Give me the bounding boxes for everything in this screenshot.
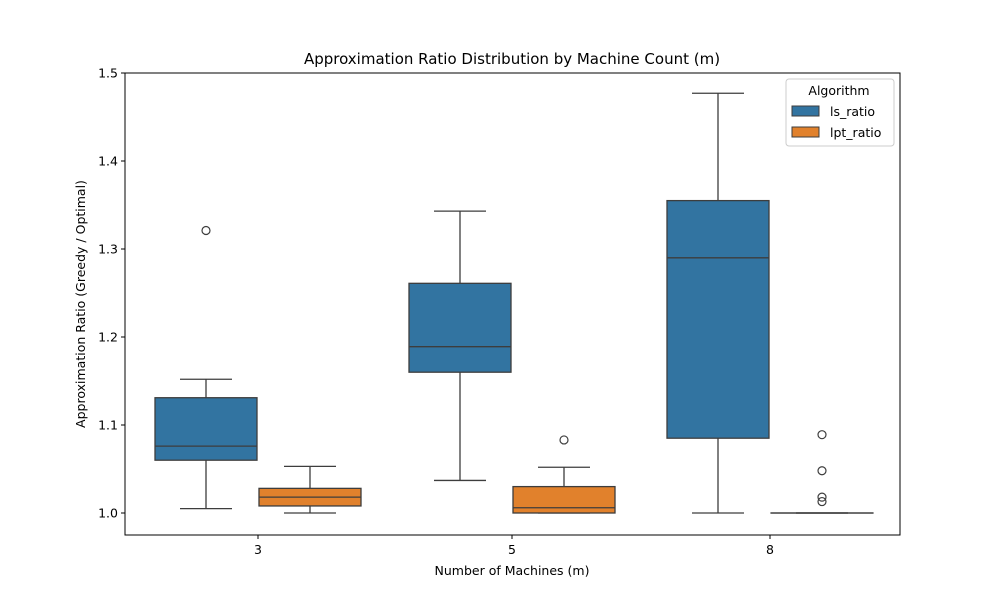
outlier-point	[201, 225, 211, 236]
y-axis-label: Approximation Ratio (Greedy / Optimal)	[73, 180, 88, 428]
plot-marks	[154, 92, 874, 514]
outlier-point	[559, 435, 569, 445]
y-tick-label: 1.3	[98, 242, 118, 257]
plot-frame	[124, 72, 901, 536]
axes: 1.0 1.1 1.2 1.3 1.4 1.5 3 5 8	[98, 66, 774, 558]
outlier-point	[817, 492, 827, 502]
legend-title: Algorithm	[808, 83, 869, 98]
outlier-point	[817, 496, 827, 507]
box-iqr	[666, 199, 770, 439]
legend-swatch-ls-ratio	[791, 105, 820, 117]
y-tick-label: 1.5	[98, 66, 118, 81]
legend-swatch-lpt-ratio	[791, 126, 820, 138]
y-tick-label: 1.0	[98, 506, 118, 521]
outlier-point	[817, 466, 827, 476]
x-tick-label: 8	[766, 542, 774, 557]
box-group-lpt-ratio-m3	[258, 465, 362, 514]
x-tick-label: 3	[254, 542, 262, 557]
legend: Algorithm ls_ratio lpt_ratio	[785, 78, 895, 147]
box-group-lpt-ratio-m5	[512, 435, 616, 514]
outlier-point	[817, 430, 827, 440]
y-tick-label: 1.1	[98, 418, 118, 433]
y-tick-label: 1.4	[98, 154, 118, 169]
box-iqr	[154, 397, 258, 461]
box-group-ls-ratio-m5	[408, 210, 512, 482]
box-group-ls-ratio-m8	[666, 92, 770, 514]
box-iqr	[512, 485, 616, 514]
legend-label-lpt-ratio: lpt_ratio	[830, 125, 881, 140]
x-axis-label: Number of Machines (m)	[435, 563, 590, 578]
y-tick-label: 1.2	[98, 330, 118, 345]
x-tick-label: 5	[508, 542, 516, 557]
box-iqr	[408, 282, 512, 373]
legend-label-ls-ratio: ls_ratio	[830, 104, 875, 119]
box-group-ls-ratio-m3	[154, 225, 258, 510]
box-group-lpt-ratio-m8	[770, 430, 874, 514]
chart-title: Approximation Ratio Distribution by Mach…	[304, 50, 720, 68]
